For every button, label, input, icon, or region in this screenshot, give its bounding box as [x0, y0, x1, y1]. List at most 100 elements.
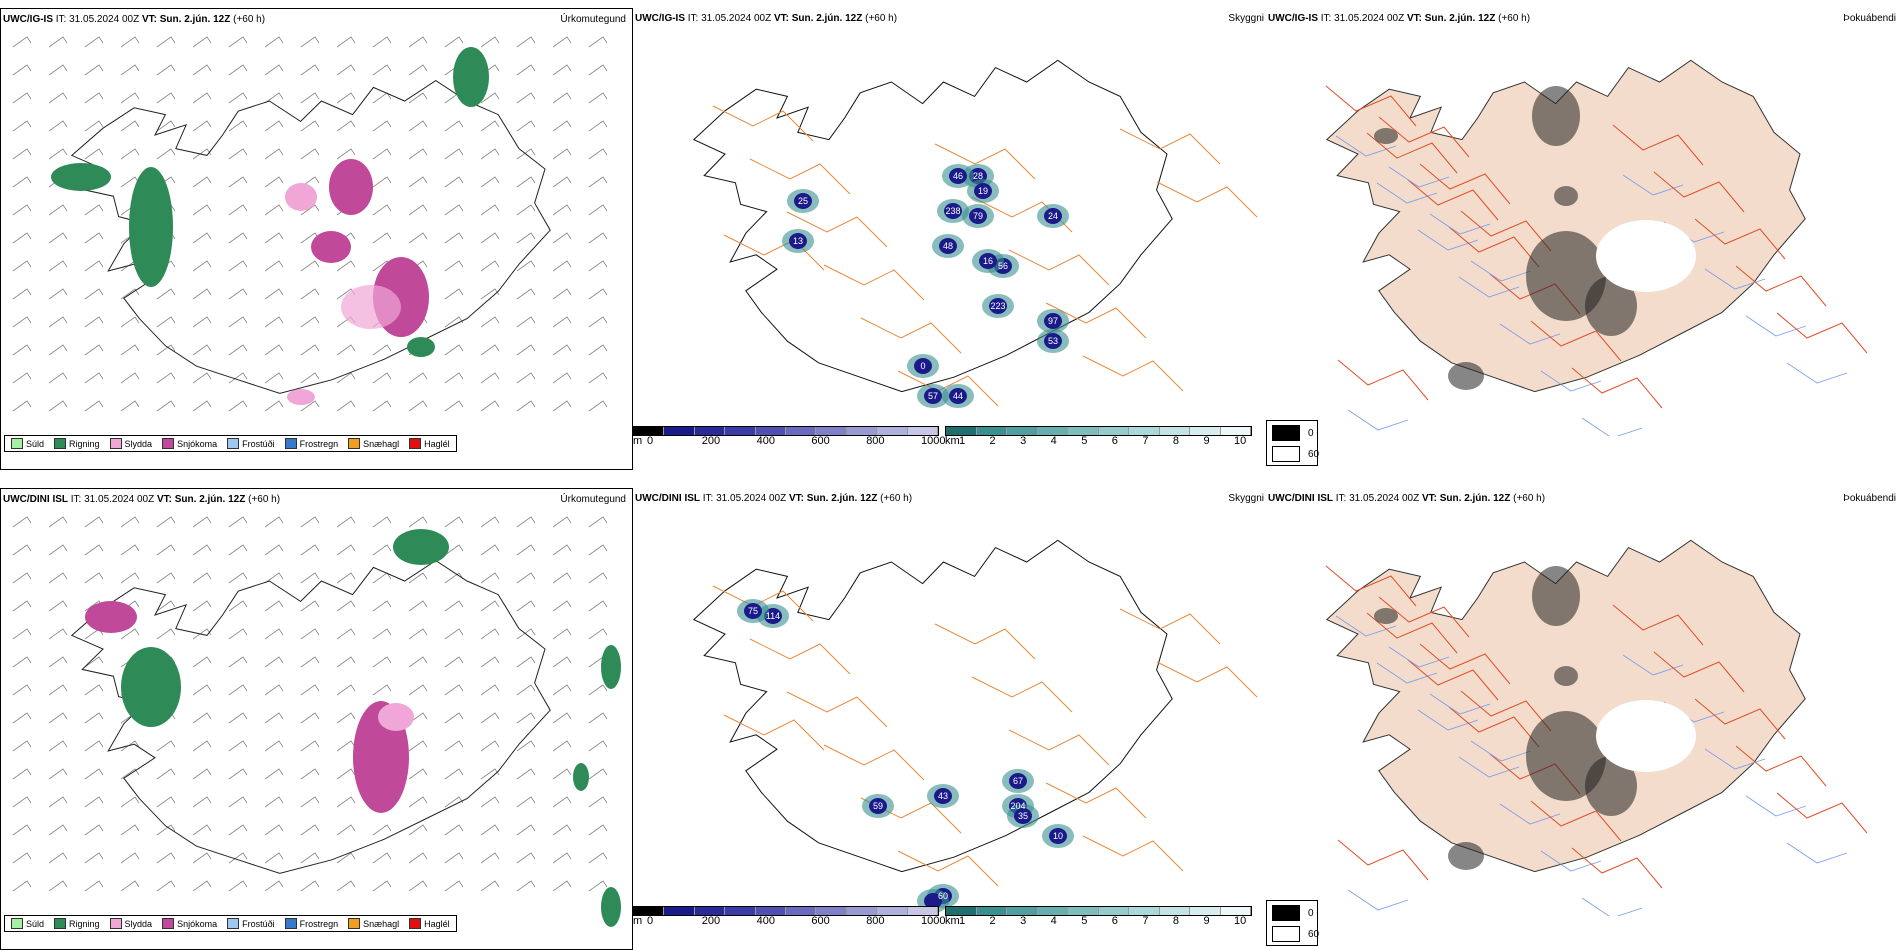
colorbar-tick: 5 — [1081, 435, 1088, 447]
road-line — [934, 143, 1036, 180]
visibility-title: UWC/DINI ISL IT: 31.05.2024 00Z VT: Sun.… — [635, 493, 913, 504]
colorbar-bin — [1190, 907, 1221, 915]
road-line — [1530, 800, 1622, 842]
wind-barb — [408, 232, 428, 244]
wind-barb — [84, 684, 104, 696]
wind-barb — [156, 544, 176, 556]
wind-barb — [192, 796, 212, 808]
fog-area — [1585, 756, 1637, 816]
wind-barb — [444, 684, 464, 696]
wind-barb — [156, 768, 176, 780]
colorbar-tick: 2 — [989, 915, 996, 927]
wind-barb — [48, 148, 68, 160]
wind-barb — [120, 372, 140, 384]
wind-barb — [120, 400, 140, 412]
wind-barb — [192, 852, 212, 864]
road-line — [1694, 698, 1786, 740]
wind-barb — [120, 768, 140, 780]
iceland-outline — [1325, 539, 1806, 873]
colorbar-bin — [664, 427, 695, 435]
wind-barb — [480, 628, 500, 640]
wind-barb — [408, 656, 428, 668]
road-line — [860, 317, 962, 354]
wind-barb — [228, 148, 248, 160]
wind-barb — [372, 572, 392, 584]
wind-barb — [588, 712, 608, 724]
wind-barb — [264, 400, 284, 412]
wind-barb — [444, 628, 464, 640]
colorbar-tick: 1 — [959, 435, 966, 447]
wind-barb — [12, 544, 32, 556]
precip-legend-label: Haglél — [424, 438, 450, 449]
wind-barb — [48, 796, 68, 808]
wind-barb — [408, 372, 428, 384]
wind-barb — [408, 880, 428, 892]
precip-legend-label: Frostregn — [299, 438, 339, 449]
wind-barb — [408, 768, 428, 780]
road-line — [1008, 729, 1110, 766]
precip-legend-item: Snæhagl — [348, 438, 399, 449]
wind-barb — [228, 768, 248, 780]
fog-area — [1532, 566, 1580, 626]
wind-barb — [84, 712, 104, 724]
colorbar-bin — [755, 907, 787, 915]
iceland-outline — [70, 560, 551, 874]
wind-barb — [372, 516, 392, 528]
wind-barb — [12, 628, 32, 640]
wind-barb — [12, 372, 32, 384]
wind-barb — [408, 628, 428, 640]
wind-barb — [480, 400, 500, 412]
wind-barb — [516, 64, 536, 76]
wind-barb — [48, 204, 68, 216]
wind-barb — [156, 516, 176, 528]
wind-barb — [336, 684, 356, 696]
wind-barb — [516, 852, 536, 864]
wind-barb — [336, 148, 356, 160]
wind-barb — [444, 344, 464, 356]
colorbar-bin — [694, 427, 726, 435]
colorbar-strip — [945, 426, 1252, 436]
precip-legend-label: Slydda — [124, 918, 153, 929]
wind-barb — [516, 880, 536, 892]
wind-barb — [84, 260, 104, 272]
visibility-value-label: 57 — [928, 391, 938, 401]
wind-barb — [588, 92, 608, 104]
road-line — [1082, 355, 1184, 392]
wind-barb — [372, 36, 392, 48]
wind-barb — [84, 516, 104, 528]
fog-field-name: Þokuábendi — [1843, 493, 1896, 504]
wind-barb — [264, 880, 284, 892]
wind-barb — [588, 684, 608, 696]
wind-barb — [516, 148, 536, 160]
fog-swatch-0 — [1272, 905, 1300, 921]
wind-barb — [480, 120, 500, 132]
visibility-value-label: 53 — [1048, 336, 1058, 346]
wind-barb — [48, 260, 68, 272]
wind-barb — [516, 712, 536, 724]
wind-barb — [264, 824, 284, 836]
wind-barb — [336, 628, 356, 640]
precip-legend-swatch — [11, 918, 23, 929]
precip-legend-swatch — [348, 918, 361, 929]
precip-legend-swatch — [109, 438, 122, 449]
wind-barb — [552, 852, 572, 864]
wind-barb — [372, 628, 392, 640]
wind-barb — [228, 880, 248, 892]
precip-legend-label: Frostregn — [299, 918, 339, 929]
wind-barb — [300, 712, 320, 724]
wind-barb — [588, 148, 608, 160]
wind-barb — [228, 544, 248, 556]
wind-barb — [552, 600, 572, 612]
colorbar-tick: 5 — [1081, 915, 1088, 927]
wind-barb — [516, 656, 536, 668]
snow-area — [85, 601, 137, 633]
wind-barb — [408, 400, 428, 412]
wind-barb — [372, 92, 392, 104]
road-line — [1337, 839, 1429, 881]
colorbar-tick: 400 — [756, 915, 775, 927]
wind-barb — [336, 824, 356, 836]
wind-barb — [228, 260, 248, 272]
wind-barb — [480, 684, 500, 696]
wind-barb — [480, 232, 500, 244]
colorbar-tick: 8 — [1172, 435, 1179, 447]
